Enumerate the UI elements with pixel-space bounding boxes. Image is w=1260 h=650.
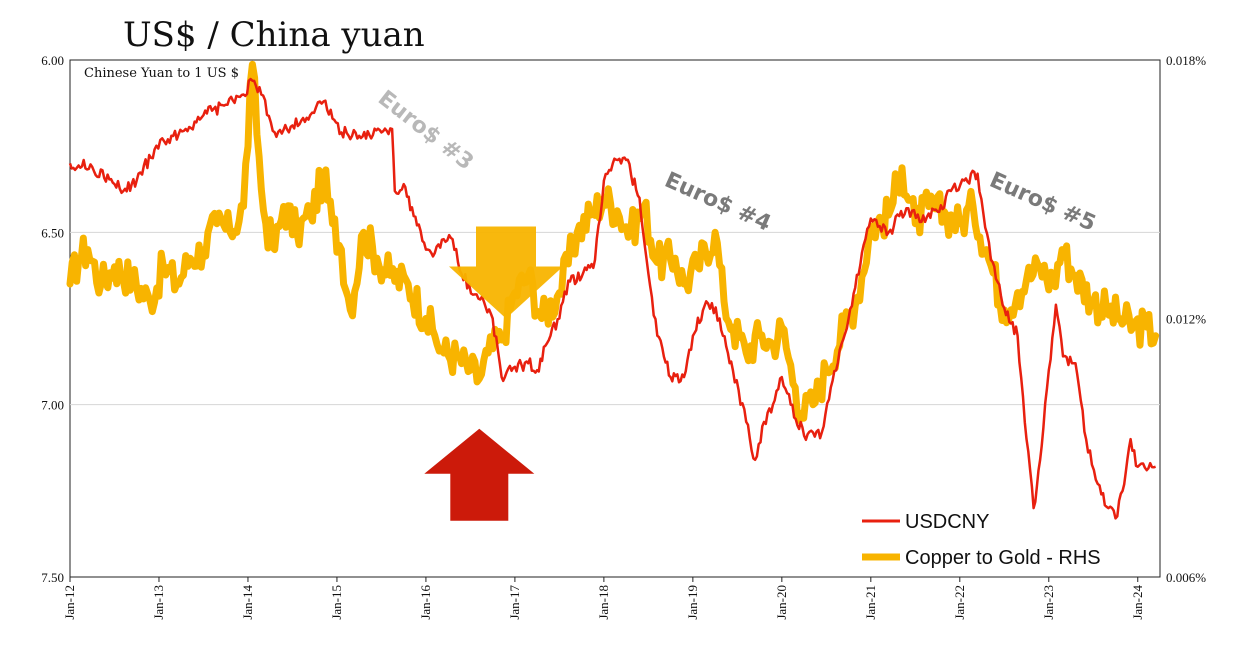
legend-label-copper-gold: Copper to Gold - RHS: [905, 547, 1101, 569]
x-tick-label: Jan-12: [62, 585, 77, 620]
x-tick-label: Jan-23: [1041, 585, 1056, 620]
plot-frame: [69, 59, 1161, 578]
x-tick-label: Jan-21: [863, 585, 878, 620]
x-tick-label: Jan-18: [596, 585, 611, 620]
y-tick-right-label: 0.012%: [1166, 312, 1206, 327]
annotation-label: Euro$ #5: [986, 168, 1100, 237]
chart-subtitle: Chinese Yuan to 1 US $: [84, 66, 239, 81]
x-tick-label: Jan-22: [952, 585, 967, 620]
x-tick-label: Jan-15: [329, 585, 344, 620]
y-tick-left-label: 6.00: [41, 53, 64, 68]
series-layer: [66, 60, 1160, 520]
x-tick-label: Jan-14: [240, 585, 255, 620]
legend: USDCNY Copper to Gold - RHS: [862, 511, 1101, 569]
y-tick-left-label: 7.00: [41, 398, 64, 413]
ticks-layer: 6.00 6.50 7.00 7.50 0.018% 0.012% 0.006% Jan-12…: [41, 53, 1206, 620]
down-arrow-icon: [449, 226, 563, 319]
series-line-usdcny: [68, 77, 1156, 520]
x-tick-label: Jan-13: [151, 585, 166, 620]
y-tick-right-label: 0.018%: [1166, 53, 1206, 68]
up-arrow-icon: [424, 428, 535, 521]
legend-label-usdcny: USDCNY: [905, 511, 989, 533]
x-tick-label: Jan-17: [507, 585, 522, 620]
chart-title: US$ / China yuan: [123, 15, 425, 55]
annotation-label: Euro$ #4: [661, 168, 775, 237]
y-tick-left-label: 6.50: [41, 225, 64, 240]
x-tick-label: Jan-19: [685, 585, 700, 620]
series-line-copper-gold: [66, 60, 1160, 424]
x-tick-label: Jan-16: [418, 585, 433, 620]
y-tick-left-label: 7.50: [41, 570, 64, 585]
y-tick-right-label: 0.006%: [1166, 570, 1206, 585]
x-tick-label: Jan-20: [774, 585, 789, 620]
x-tick-label: Jan-24: [1130, 585, 1145, 620]
gridlines: [70, 231, 1160, 406]
